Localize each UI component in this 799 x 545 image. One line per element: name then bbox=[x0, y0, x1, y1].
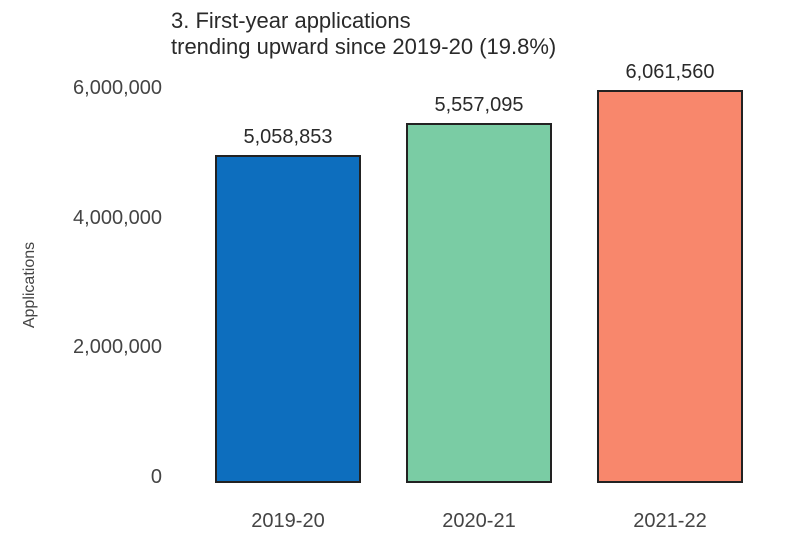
y-axis-tick-label: 0 bbox=[150, 466, 162, 488]
chart-title-line-1: 3. First-year applications bbox=[171, 8, 411, 33]
y-axis-tick-label: 6,000,000 bbox=[73, 76, 162, 99]
bar-value-label: 5,557,095 bbox=[434, 94, 524, 116]
bar-2021-22 bbox=[597, 90, 743, 483]
bar-2019-20 bbox=[215, 155, 361, 483]
chart-title: 3. First-year applications trending upwa… bbox=[171, 8, 556, 60]
x-axis-tick-label: 2020-21 bbox=[442, 510, 516, 532]
y-axis-tick-label: 4,000,000 bbox=[73, 206, 162, 229]
x-axis-tick-label: 2021-22 bbox=[633, 510, 707, 532]
chart-title-line-2: trending upward since 2019-20 (19.8%) bbox=[171, 34, 557, 59]
bar-2020-21 bbox=[406, 123, 552, 483]
bar-value-label: 6,061,560 bbox=[625, 61, 715, 83]
x-axis-tick-label: 2019-20 bbox=[251, 510, 325, 532]
y-axis-tick-label: 2,000,000 bbox=[73, 336, 162, 359]
bar-value-label: 5,058,853 bbox=[243, 126, 333, 148]
